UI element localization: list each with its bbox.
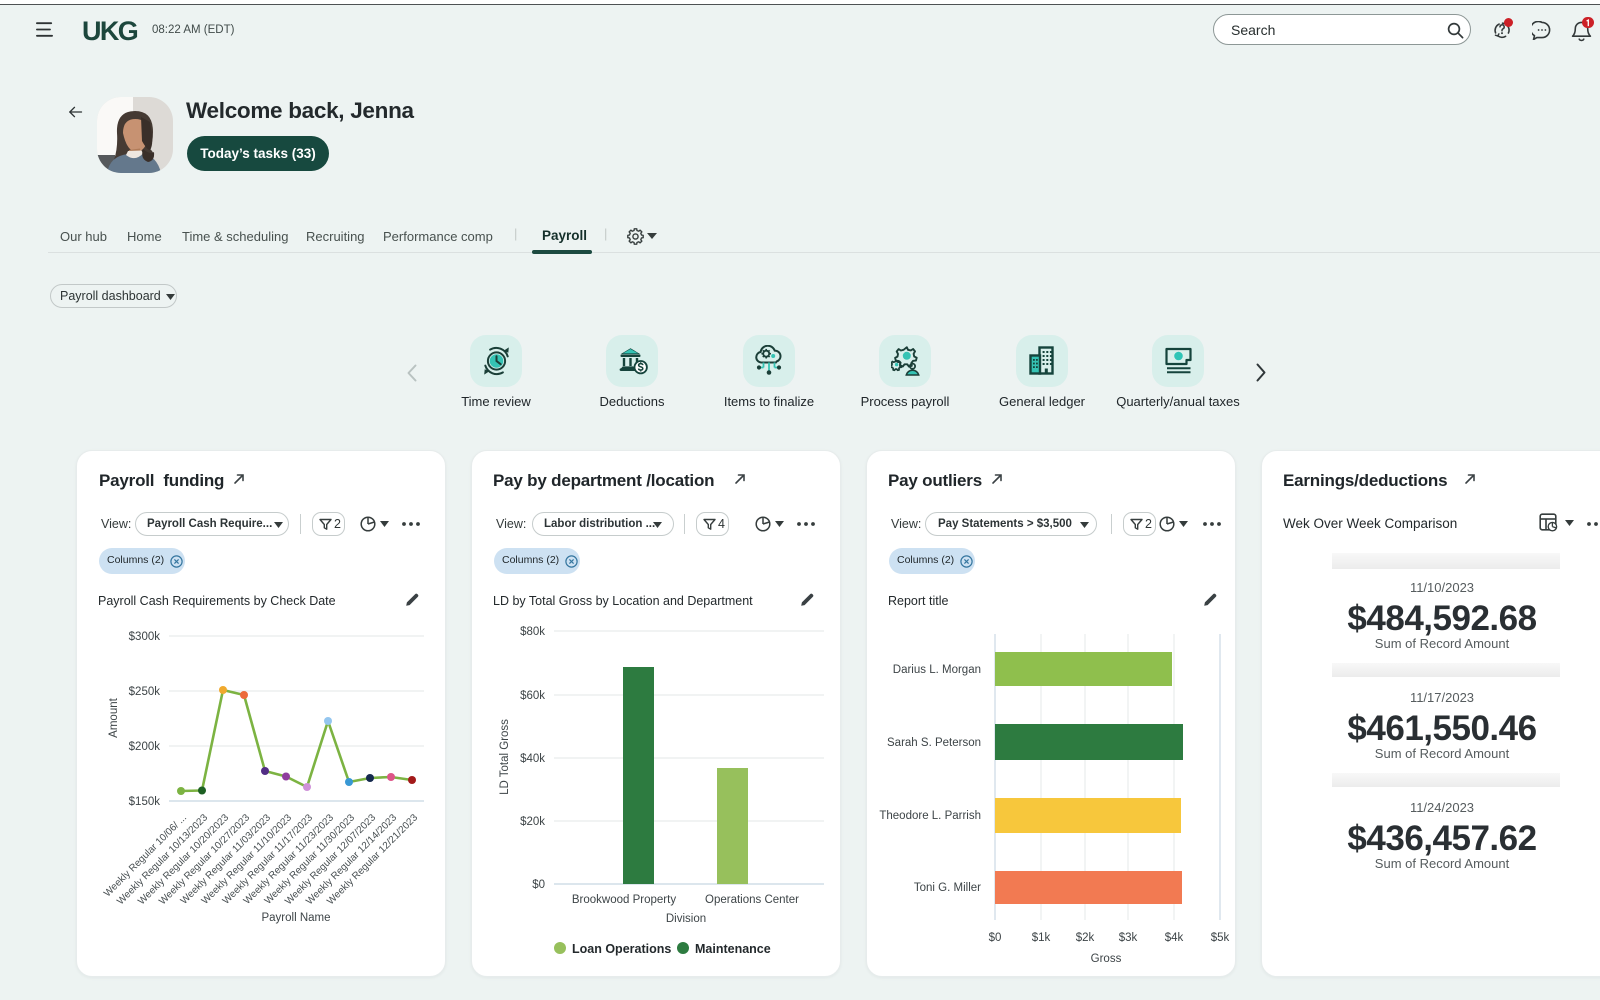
svg-text:$0: $0 <box>989 932 1002 944</box>
svg-text:Operations Center: Operations Center <box>705 894 799 906</box>
svg-text:Toni G. Miller: Toni G. Miller <box>914 882 981 894</box>
svg-text:Theodore L. Parrish: Theodore L. Parrish <box>879 810 981 822</box>
svg-text:$2k: $2k <box>1076 932 1095 944</box>
svg-text:$40k: $40k <box>520 753 545 765</box>
svg-text:$60k: $60k <box>520 690 545 702</box>
svg-text:$1k: $1k <box>1032 932 1051 944</box>
svg-text:$150k: $150k <box>129 796 161 808</box>
svg-text:Amount: Amount <box>108 697 120 737</box>
svg-text:$3k: $3k <box>1119 932 1138 944</box>
svg-text:$300k: $300k <box>129 631 161 643</box>
svg-text:$4k: $4k <box>1165 932 1184 944</box>
svg-text:LD Total Gross: LD Total Gross <box>499 719 511 795</box>
svg-text:$80k: $80k <box>520 626 545 638</box>
svg-text:Payroll Name: Payroll Name <box>261 912 330 924</box>
svg-text:$200k: $200k <box>129 741 161 753</box>
svg-text:Gross: Gross <box>1091 953 1122 965</box>
svg-text:Division: Division <box>666 913 706 925</box>
svg-text:Sarah S. Peterson: Sarah S. Peterson <box>887 737 981 749</box>
svg-text:$20k: $20k <box>520 816 545 828</box>
svg-text:Loan Operations: Loan Operations <box>572 942 671 956</box>
svg-text:Darius L. Morgan: Darius L. Morgan <box>893 664 981 676</box>
svg-text:$250k: $250k <box>129 686 161 698</box>
svg-text:$5k: $5k <box>1211 932 1230 944</box>
svg-text:Maintenance: Maintenance <box>695 942 771 956</box>
svg-text:$0: $0 <box>532 879 545 891</box>
svg-text:Brookwood Property: Brookwood Property <box>572 894 676 906</box>
